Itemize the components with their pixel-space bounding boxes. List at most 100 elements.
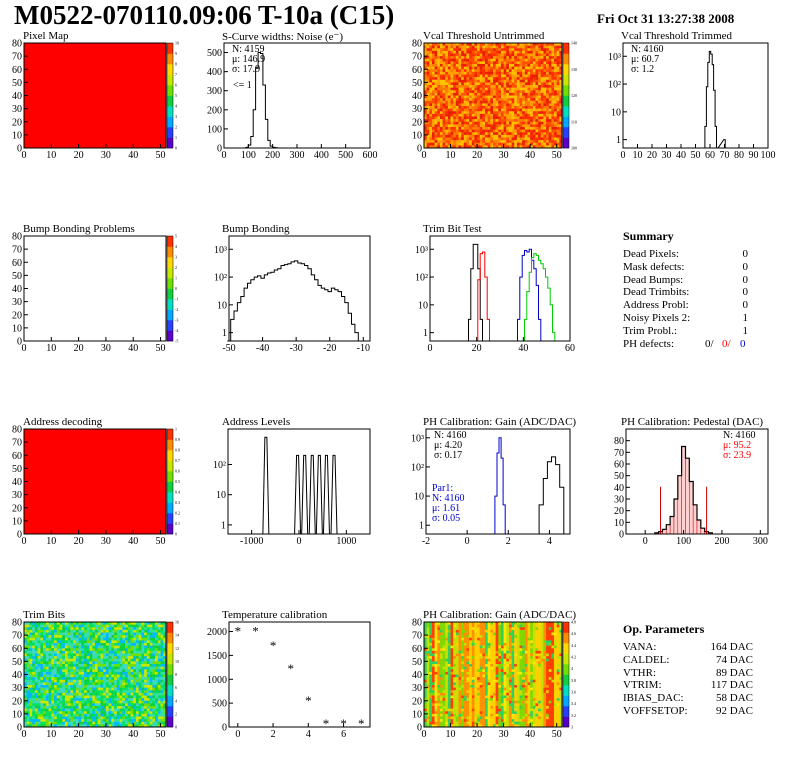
map-cell bbox=[135, 682, 139, 686]
map-cell bbox=[426, 706, 430, 709]
map-cell bbox=[447, 50, 451, 54]
map-cell bbox=[163, 664, 167, 667]
map-cell bbox=[434, 69, 438, 73]
map-cell bbox=[437, 627, 441, 631]
map-cell bbox=[461, 127, 465, 130]
map-cell bbox=[554, 87, 557, 91]
map-cell bbox=[439, 661, 443, 665]
map-cell bbox=[146, 643, 150, 646]
map-cell bbox=[527, 111, 531, 115]
map-cell bbox=[485, 108, 488, 112]
palette-tick-label: 0 bbox=[175, 532, 177, 537]
map-cell bbox=[431, 64, 435, 67]
map-cell bbox=[163, 716, 167, 720]
plot-frame bbox=[625, 428, 769, 535]
map-cell bbox=[37, 650, 41, 654]
map-cell bbox=[24, 713, 28, 717]
map-cell bbox=[450, 64, 454, 67]
map-cell bbox=[431, 721, 435, 725]
map-cell bbox=[163, 692, 167, 696]
palette-tick-label: -4 bbox=[175, 328, 178, 333]
map-cell bbox=[144, 711, 148, 715]
map-cell bbox=[51, 721, 55, 725]
x-tick-label: 10 bbox=[46, 536, 56, 547]
map-cell bbox=[34, 713, 38, 717]
map-cell bbox=[474, 140, 478, 144]
map-cell bbox=[155, 677, 159, 681]
map-cell bbox=[424, 713, 427, 717]
map-cell bbox=[498, 129, 502, 133]
map-cell bbox=[431, 711, 435, 715]
map-cell bbox=[538, 111, 542, 115]
map-cell bbox=[431, 640, 435, 644]
map-cell bbox=[535, 50, 539, 54]
map-cell bbox=[54, 713, 58, 717]
map-cell bbox=[463, 61, 467, 65]
map-cell bbox=[48, 650, 52, 654]
y-tick-label: 70 bbox=[12, 631, 22, 642]
map-cell bbox=[540, 50, 544, 54]
map-cell bbox=[482, 85, 486, 88]
map-cell bbox=[431, 43, 435, 46]
map-cell bbox=[482, 50, 486, 54]
map-cell bbox=[493, 98, 496, 102]
map-cell bbox=[111, 719, 115, 723]
map-cell bbox=[144, 629, 148, 633]
map-cell bbox=[116, 648, 120, 652]
map-cell bbox=[532, 119, 536, 123]
map-cell bbox=[471, 119, 475, 123]
map-cell bbox=[426, 627, 430, 631]
map-cell bbox=[125, 653, 129, 657]
map-cell bbox=[34, 690, 38, 694]
map-cell bbox=[70, 724, 74, 728]
map-cell bbox=[138, 648, 142, 652]
map-cell bbox=[135, 635, 139, 639]
map-cell bbox=[519, 66, 523, 70]
map-cell bbox=[434, 111, 438, 115]
map-cell bbox=[26, 658, 30, 662]
map-cell bbox=[532, 79, 536, 83]
map-cell bbox=[155, 624, 159, 628]
map-cell bbox=[127, 643, 131, 646]
map-cell bbox=[160, 698, 164, 702]
map-cell bbox=[146, 666, 150, 670]
map-cell bbox=[530, 100, 534, 104]
map-cell bbox=[56, 656, 60, 660]
map-cell bbox=[130, 692, 134, 696]
map-cell bbox=[530, 140, 534, 144]
map-cell bbox=[524, 71, 528, 75]
y-tick-label: 10² bbox=[213, 460, 226, 471]
map-cell bbox=[429, 669, 433, 673]
map-cell bbox=[133, 650, 137, 654]
map-cell bbox=[135, 674, 139, 678]
palette-tick-label: 0.5 bbox=[175, 479, 180, 484]
x-tick-label: 40 bbox=[128, 729, 138, 740]
map-cell bbox=[437, 622, 441, 625]
map-cell bbox=[493, 77, 496, 81]
map-cell bbox=[149, 661, 153, 665]
map-cell bbox=[437, 103, 441, 107]
map-cell bbox=[516, 74, 520, 78]
map-cell bbox=[78, 627, 82, 631]
map-cell bbox=[442, 50, 446, 54]
map-cell bbox=[500, 45, 504, 49]
panel-title-scurve: S-Curve widths: Noise (e⁻) bbox=[222, 31, 343, 43]
map-cell bbox=[59, 682, 63, 686]
map-cell bbox=[551, 56, 555, 60]
map-cell bbox=[62, 700, 66, 704]
map-cell bbox=[498, 113, 502, 117]
map-cell bbox=[51, 716, 55, 720]
map-cell bbox=[97, 637, 101, 641]
map-cell bbox=[485, 56, 488, 60]
map-cell bbox=[75, 703, 79, 707]
map-cell bbox=[559, 121, 563, 125]
map-cell bbox=[469, 95, 473, 99]
map-cell bbox=[95, 706, 99, 709]
map-cell bbox=[105, 716, 109, 720]
map-cell bbox=[540, 43, 544, 46]
map-cell bbox=[155, 653, 159, 657]
map-cell bbox=[508, 79, 512, 83]
map-cell bbox=[424, 145, 427, 149]
map-cell bbox=[439, 82, 443, 86]
map-cell bbox=[89, 692, 93, 696]
